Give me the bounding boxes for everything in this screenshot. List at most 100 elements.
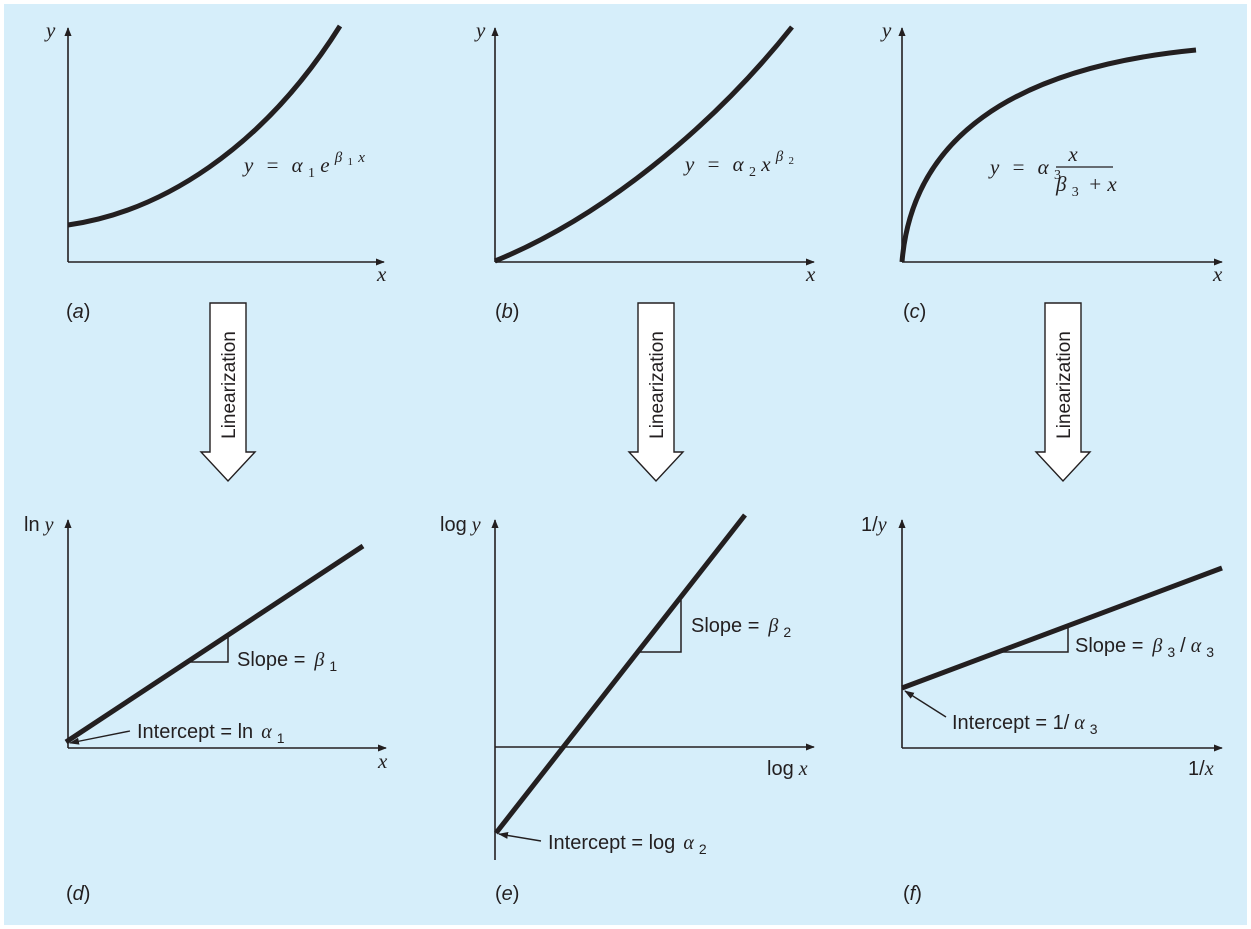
label-letter: c xyxy=(910,301,920,323)
panel-f-x-axis-label: 1/x xyxy=(1188,758,1214,780)
panel-d-intercept-label: Intercept = ln α 1 xyxy=(137,721,285,746)
panel-d-slope-label: Slope = β 1 xyxy=(237,649,337,674)
panel-b-y-axis-label: y xyxy=(474,18,486,42)
panel-d-linear-fit xyxy=(64,543,365,745)
slope-text: Slope = xyxy=(237,649,305,671)
panel-c-equation: y = α 3 x β 3 + x xyxy=(988,142,1117,201)
slope-text: Slope = xyxy=(691,615,759,637)
eq-den-rest: + x xyxy=(1088,172,1117,196)
slope-sub: 1 xyxy=(329,658,337,674)
slope-sym-2: α xyxy=(1191,635,1202,657)
eq-left: y = α 3 xyxy=(988,155,1061,183)
eq-base: e xyxy=(320,153,329,177)
slope-sym-1: β xyxy=(1151,635,1162,657)
eq-exp-var: x xyxy=(357,150,365,166)
label-close: ) xyxy=(513,301,520,323)
axis-var: y xyxy=(470,514,481,536)
panel-e: log y log x Slope = β 2 Intercept = log … xyxy=(440,513,815,905)
eq-denominator: β 3 + x xyxy=(1055,172,1117,201)
eq-lhs: y xyxy=(683,152,695,176)
panel-f-intercept-label: Intercept = 1/ α 3 xyxy=(952,712,1098,737)
arrow-right-label: Linearization xyxy=(1054,331,1075,439)
panel-e-intercept-label: Intercept = log α 2 xyxy=(548,832,707,857)
label-open: ( xyxy=(903,301,910,323)
arrow-middle-label: Linearization xyxy=(647,331,668,439)
panel-b: y x y = α 2 x β 2 (b) xyxy=(474,18,816,323)
panel-e-x-axis-label: log x xyxy=(767,758,808,780)
eq-exp-coef: β xyxy=(775,149,784,165)
panel-c-saturation-curve xyxy=(899,47,1197,263)
label-open: ( xyxy=(66,301,73,323)
intercept-sub: 2 xyxy=(699,841,707,857)
panel-d-label: (d) xyxy=(66,883,90,905)
eq-coef-sub: 1 xyxy=(308,166,315,181)
panel-c-x-axis-label: x xyxy=(1212,262,1223,286)
eq-op: = xyxy=(708,152,720,176)
panel-a-exponential-curve xyxy=(67,24,343,228)
panel-f-y-axis-label: 1/y xyxy=(861,514,887,536)
eq-op: = xyxy=(267,153,279,177)
label-letter: b xyxy=(502,301,513,323)
eq-coef-sub: 2 xyxy=(749,165,756,180)
label-close: ) xyxy=(915,883,922,905)
label-letter: d xyxy=(73,883,85,905)
label-letter: f xyxy=(910,883,918,905)
figure-background xyxy=(4,4,1247,925)
panel-d-y-axis-label: ln y xyxy=(24,514,54,536)
axis-var: x xyxy=(798,758,808,780)
panel-a-x-axis-label: x xyxy=(376,262,387,286)
eq-exp-sub: 1 xyxy=(348,156,354,168)
slope-sym: β xyxy=(767,615,778,637)
label-open: ( xyxy=(495,301,502,323)
panel-f-label: (f) xyxy=(903,883,922,905)
panel-c: y x y = α 3 x β 3 + x (c) xyxy=(880,18,1223,323)
linearization-arrow-left: Linearization xyxy=(199,302,257,483)
eq-exp-sub: 2 xyxy=(789,155,795,167)
panel-b-label: (b) xyxy=(495,301,519,323)
panel-c-label: (c) xyxy=(903,301,926,323)
panel-a: y x y = α 1 e β 1 x (a) xyxy=(44,18,387,323)
eq-lhs: y xyxy=(242,153,254,177)
label-open: ( xyxy=(495,883,502,905)
panel-a-equation: y = α 1 e β 1 x xyxy=(242,143,365,182)
label-close: ) xyxy=(84,301,91,323)
axis-var: x xyxy=(1204,758,1214,780)
panel-e-linear-fit xyxy=(494,513,747,835)
panel-f-linear-fit xyxy=(901,565,1223,691)
eq-coef-sub: 3 xyxy=(1054,168,1061,183)
intercept-sym: α xyxy=(683,832,694,854)
intercept-text: Intercept = 1/ xyxy=(952,712,1070,734)
intercept-sub: 1 xyxy=(277,730,285,746)
label-close: ) xyxy=(513,883,520,905)
label-letter: a xyxy=(73,301,84,323)
slope-sym: β xyxy=(313,649,324,671)
panel-b-x-axis-label: x xyxy=(805,262,816,286)
panel-e-slope-triangle xyxy=(640,600,682,653)
label-open: ( xyxy=(66,883,73,905)
axis-fn: ln xyxy=(24,514,40,536)
axis-var: y xyxy=(876,514,887,536)
panel-b-equation: y = α 2 x β 2 xyxy=(683,142,794,181)
panel-b-power-curve xyxy=(494,25,794,264)
eq-coef: α xyxy=(292,153,304,177)
panel-e-label: (e) xyxy=(495,883,519,905)
axis-fn: 1/ xyxy=(1188,758,1205,780)
axis-var: y xyxy=(43,514,54,536)
intercept-sub: 3 xyxy=(1090,721,1098,737)
panel-f-slope-triangle xyxy=(1002,627,1069,653)
panel-f: 1/y 1/x Slope = β 3 / α 3 Intercept = 1/… xyxy=(861,514,1223,905)
axis-fn: log xyxy=(440,514,467,536)
panel-d-slope-triangle xyxy=(187,636,229,663)
eq-op: = xyxy=(1013,155,1025,179)
intercept-text: Intercept = log xyxy=(548,832,675,854)
label-close: ) xyxy=(920,301,927,323)
panel-c-y-axis-label: y xyxy=(880,18,892,42)
panel-e-intercept-pointer xyxy=(498,832,542,842)
label-close: ) xyxy=(84,883,91,905)
linearization-arrow-right: Linearization xyxy=(1034,302,1092,483)
slope-slash: / xyxy=(1180,635,1186,657)
eq-coef: α xyxy=(1038,155,1050,179)
eq-base: x xyxy=(760,152,771,176)
panel-d-x-axis-label: x xyxy=(377,749,388,773)
